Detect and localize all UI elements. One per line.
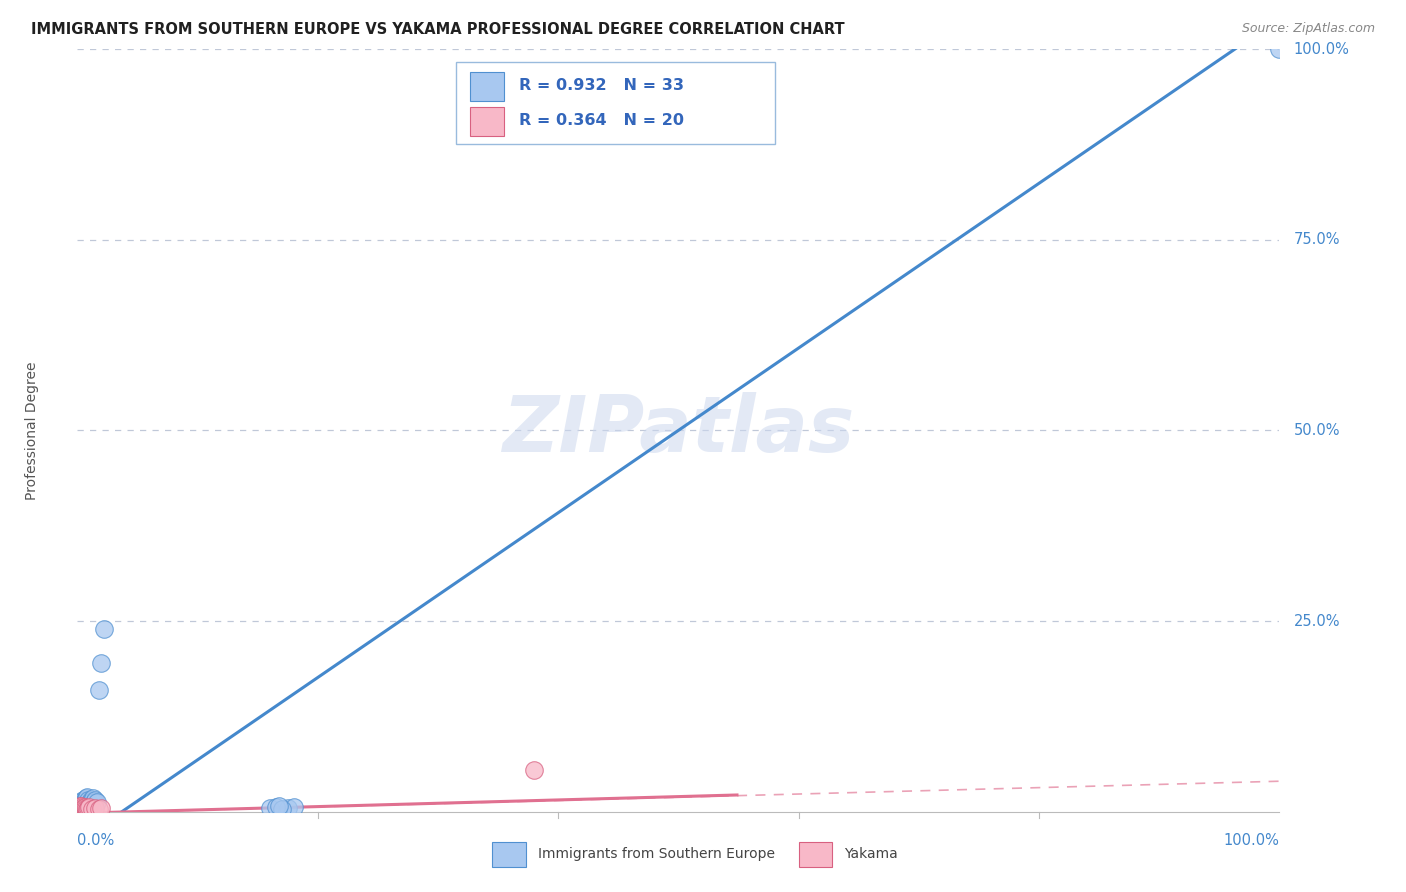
Point <box>70 801 93 815</box>
Point <box>69 798 91 813</box>
Point <box>264 800 287 814</box>
Point <box>69 797 91 811</box>
Point <box>75 791 97 805</box>
Point <box>72 793 94 807</box>
Point <box>80 802 103 816</box>
Point <box>73 802 96 816</box>
Point <box>80 794 103 808</box>
Point <box>76 802 98 816</box>
FancyBboxPatch shape <box>471 71 505 101</box>
Text: Yakama: Yakama <box>844 847 898 862</box>
Point <box>70 794 93 808</box>
Point <box>83 795 105 809</box>
Point <box>73 797 96 811</box>
FancyBboxPatch shape <box>799 842 832 867</box>
Text: 0.0%: 0.0% <box>77 833 114 848</box>
Point <box>87 802 110 816</box>
Point <box>70 796 93 810</box>
Text: Immigrants from Southern Europe: Immigrants from Southern Europe <box>537 847 775 862</box>
Point <box>79 796 101 810</box>
Text: 100.0%: 100.0% <box>1294 42 1350 56</box>
Point <box>90 656 112 670</box>
Point <box>72 802 94 816</box>
Point <box>75 796 97 810</box>
Text: Professional Degree: Professional Degree <box>25 361 38 500</box>
Point <box>270 802 292 816</box>
Point <box>79 792 101 806</box>
Point <box>76 795 98 809</box>
Text: 100.0%: 100.0% <box>1223 833 1279 848</box>
Point <box>90 801 112 815</box>
Point <box>73 800 96 814</box>
Text: ZIPatlas: ZIPatlas <box>502 392 855 468</box>
Point <box>70 802 93 816</box>
FancyBboxPatch shape <box>492 842 526 867</box>
Point <box>82 791 104 805</box>
Text: Source: ZipAtlas.com: Source: ZipAtlas.com <box>1241 22 1375 36</box>
Point <box>70 800 93 814</box>
FancyBboxPatch shape <box>456 62 775 145</box>
Text: 75.0%: 75.0% <box>1294 232 1340 247</box>
Point <box>77 793 100 807</box>
Point <box>70 799 93 814</box>
Point <box>283 800 305 814</box>
Point <box>84 801 107 815</box>
Point <box>259 801 281 815</box>
Point <box>93 622 115 636</box>
Text: IMMIGRANTS FROM SOUTHERN EUROPE VS YAKAMA PROFESSIONAL DEGREE CORRELATION CHART: IMMIGRANTS FROM SOUTHERN EUROPE VS YAKAM… <box>31 22 845 37</box>
Point <box>67 802 90 816</box>
Point <box>72 797 94 811</box>
Text: 25.0%: 25.0% <box>1294 614 1340 629</box>
Point <box>277 801 299 815</box>
Point <box>72 801 94 815</box>
FancyBboxPatch shape <box>471 107 505 136</box>
Point <box>76 790 98 805</box>
Point <box>523 763 546 777</box>
Text: R = 0.364   N = 20: R = 0.364 N = 20 <box>519 113 683 128</box>
Point <box>75 801 97 815</box>
Point <box>67 800 90 814</box>
Point <box>86 795 108 809</box>
Point <box>77 801 100 815</box>
Point <box>69 800 91 814</box>
Point <box>84 793 107 807</box>
Point <box>1268 42 1291 56</box>
Text: 50.0%: 50.0% <box>1294 423 1340 438</box>
Point <box>73 792 96 806</box>
Point <box>69 798 91 813</box>
Point <box>79 800 101 814</box>
Point <box>87 682 110 697</box>
Point <box>70 797 93 812</box>
Text: R = 0.932   N = 33: R = 0.932 N = 33 <box>519 78 683 93</box>
Point <box>269 799 291 814</box>
Point <box>70 799 93 814</box>
